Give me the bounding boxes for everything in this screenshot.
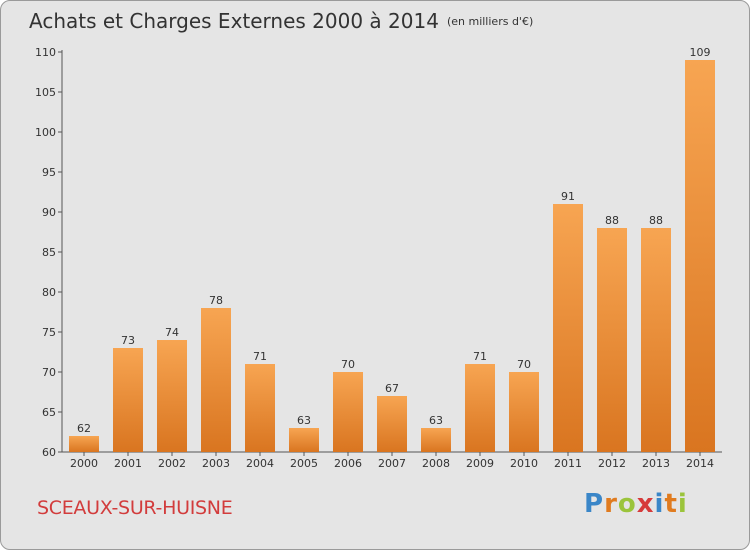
logo-letter: x <box>636 489 655 519</box>
bar <box>421 428 451 452</box>
x-tick-label: 2013 <box>642 457 670 470</box>
bar <box>641 228 671 452</box>
x-tick-label: 2004 <box>246 457 274 470</box>
bar <box>377 396 407 452</box>
logo-letter: t <box>664 489 678 519</box>
bar-value-label: 78 <box>209 294 223 307</box>
chart-title-text: Achats et Charges Externes 2000 à 2014 <box>29 9 439 33</box>
bar <box>245 364 275 452</box>
x-tick-label: 2009 <box>466 457 494 470</box>
bar <box>685 60 715 452</box>
y-tick-label: 90 <box>42 206 56 219</box>
x-tick-label: 2006 <box>334 457 362 470</box>
bar-value-label: 91 <box>561 190 575 203</box>
y-tick-label: 105 <box>35 86 56 99</box>
bar-value-label: 67 <box>385 382 399 395</box>
bar <box>201 308 231 452</box>
x-tick-label: 2008 <box>422 457 450 470</box>
bar <box>509 372 539 452</box>
bar <box>333 372 363 452</box>
x-tick-label: 2001 <box>114 457 142 470</box>
x-tick-label: 2012 <box>598 457 626 470</box>
x-tick-label: 2000 <box>70 457 98 470</box>
logo-letter: i <box>654 489 665 519</box>
logo-letter: i <box>677 489 688 519</box>
logo-letter: r <box>604 489 618 519</box>
bar-value-label: 62 <box>77 422 91 435</box>
y-tick-label: 70 <box>42 366 56 379</box>
proxiti-logo: Proxiti <box>584 489 688 519</box>
y-tick-label: 95 <box>42 166 56 179</box>
x-tick-label: 2005 <box>290 457 318 470</box>
y-tick-label: 75 <box>42 326 56 339</box>
commune-name: SCEAUX-SUR-HUISNE <box>37 497 233 519</box>
y-tick-label: 110 <box>35 46 56 59</box>
y-tick-label: 100 <box>35 126 56 139</box>
y-tick-label: 80 <box>42 286 56 299</box>
y-tick-label: 65 <box>42 406 56 419</box>
x-tick-label: 2003 <box>202 457 230 470</box>
x-tick-label: 2010 <box>510 457 538 470</box>
bar <box>465 364 495 452</box>
bar-value-label: 88 <box>649 214 663 227</box>
bar <box>553 204 583 452</box>
bar <box>289 428 319 452</box>
bar-value-label: 109 <box>690 46 711 59</box>
chart-subtitle: (en milliers d'€) <box>446 15 534 28</box>
bar-value-label: 63 <box>297 414 311 427</box>
bar-value-label: 71 <box>253 350 267 363</box>
x-tick-label: 2002 <box>158 457 186 470</box>
bar-value-label: 74 <box>165 326 179 339</box>
bar <box>113 348 143 452</box>
y-tick-label: 60 <box>42 446 56 459</box>
logo-letter: P <box>584 489 605 519</box>
x-tick-label: 2014 <box>686 457 714 470</box>
bar <box>597 228 627 452</box>
logo-letter: o <box>617 489 637 519</box>
y-tick-label: 85 <box>42 246 56 259</box>
bar-value-label: 71 <box>473 350 487 363</box>
bar <box>69 436 99 452</box>
bar-value-label: 70 <box>341 358 355 371</box>
x-tick-label: 2011 <box>554 457 582 470</box>
bar-value-label: 88 <box>605 214 619 227</box>
bar-value-label: 63 <box>429 414 443 427</box>
bar <box>157 340 187 452</box>
bar-value-label: 73 <box>121 334 135 347</box>
chart-title: Achats et Charges Externes 2000 à 2014 (e… <box>29 9 533 33</box>
bar-value-label: 70 <box>517 358 531 371</box>
x-tick-label: 2007 <box>378 457 406 470</box>
